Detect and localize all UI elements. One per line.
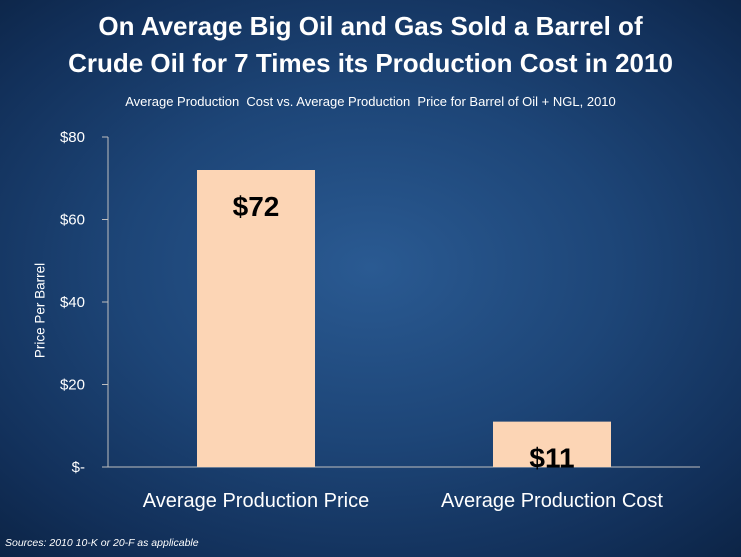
chart-title-line-1: On Average Big Oil and Gas Sold a Barrel…	[98, 11, 643, 41]
y-tick-label: $40	[60, 294, 85, 311]
data-label: $11	[529, 443, 574, 474]
x-category-label: Average Production Cost	[441, 490, 663, 512]
chart-title: On Average Big Oil and Gas Sold a Barrel…	[0, 8, 741, 82]
y-tick-label: $-	[72, 459, 85, 476]
y-tick-label: $80	[60, 129, 85, 146]
bar	[493, 421, 611, 467]
bar	[197, 170, 315, 467]
source-note: Sources: 2010 10-K or 20-F as applicable	[5, 537, 199, 549]
y-tick-label: $20	[60, 377, 85, 394]
chart-subtitle: Average Production Cost vs. Average Prod…	[125, 94, 616, 109]
x-category-label: Average Production Price	[143, 490, 369, 512]
data-label: $72	[233, 191, 280, 222]
chart-title-line-2: Crude Oil for 7 Times its Production Cos…	[68, 48, 673, 78]
y-tick-label: $60	[60, 212, 85, 229]
